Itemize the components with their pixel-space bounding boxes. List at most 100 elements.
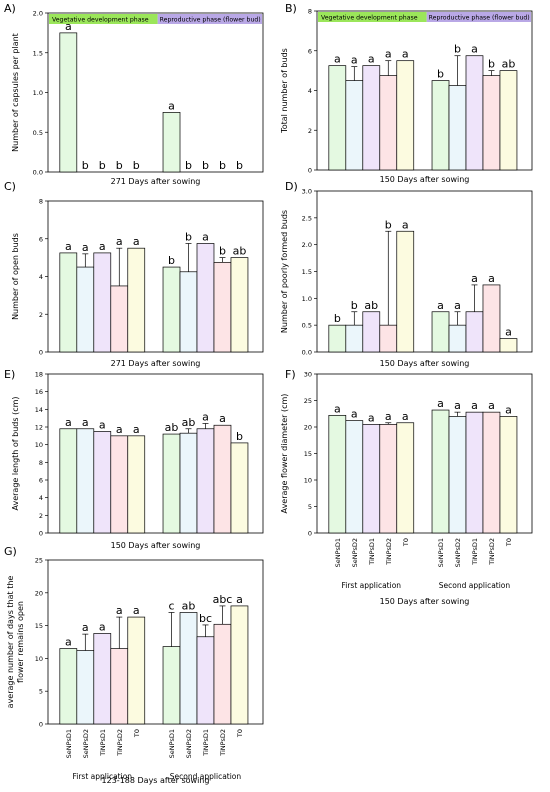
bar [482,75,501,171]
group-label: First application [73,772,133,781]
bar [59,252,78,353]
bar [362,65,381,171]
bar [328,324,347,353]
significance-letter: b [454,43,461,56]
bar [499,338,518,353]
x-axis-label: 150 Days after sowing [111,541,201,550]
y-tick-label: 8 [308,8,312,16]
treatment-tick-label: SeNPsD1 [437,538,445,567]
y-tick-label: 0.5 [33,129,43,137]
significance-letter: a [65,636,72,649]
panel-label: B) [285,2,297,15]
bar [448,85,467,171]
y-tick-label: 5 [308,503,312,511]
chart-panel-4: D) 0.0 0.5 1.0 1.5 2.0 2.5 3.0 Number of poorly … [280,180,533,368]
significance-letter: a [116,235,123,248]
treatment-tick-label: T0 [505,538,513,547]
bar [110,648,129,725]
bar [396,422,415,534]
significance-letter: b [236,430,243,443]
significance-letter: a [385,410,392,423]
panel-label: E) [4,368,15,381]
significance-letter: a [488,399,495,412]
treatment-tick-label: T0 [402,538,410,547]
treatment-tick-label: T0 [133,729,141,738]
treatment-tick-label: SeNPsD1 [65,729,73,758]
y-tick-label: 8 [39,198,43,206]
y-tick-label: 12 [35,424,43,432]
bar [213,261,232,353]
group-label: Second application [439,581,511,590]
plot-frame [47,559,264,725]
treatment-tick-label: SeNPsD1 [334,538,342,567]
chart-panel-5: E) 0 2 4 6 8 10 12 14 16 18 Average length of buds … [4,368,264,550]
y-axis-label: Number of open buds [11,233,20,320]
significance-letter: b [202,159,209,172]
bar [162,646,181,725]
panel-label: C) [4,180,16,193]
y-tick-label: 0.5 [302,322,312,330]
y-tick-label: 0.0 [33,169,43,177]
y-tick-label: 0 [39,721,43,729]
bar [162,433,181,534]
significance-letter: ab [165,421,179,434]
significance-letter: a [133,604,140,617]
bar [179,271,198,353]
y-tick-label: 3.0 [302,188,312,196]
bar [59,32,78,173]
bar [110,435,129,534]
bar [379,324,398,353]
significance-letter: a [385,48,392,61]
treatment-tick-label: TiNPsD1 [471,538,479,566]
significance-letter: b [219,245,226,258]
y-tick-label: 20 [304,424,312,432]
treatment-tick-label: SeNPsD2 [82,729,90,758]
y-tick-label: 6 [308,47,312,55]
significance-letter: b [351,299,358,312]
significance-letter: a [454,299,461,312]
bar [213,623,232,725]
y-tick-label: 18 [35,371,43,379]
bar [127,616,146,725]
significance-letter: a [471,272,478,285]
significance-letter: a [334,53,341,66]
y-tick-label: 2 [39,311,43,319]
bar [59,648,78,725]
significance-letter: b [168,254,175,267]
y-axis-label: average number of days that the [6,576,15,709]
significance-letter: a [168,99,175,112]
treatment-tick-label: TiNPsD2 [488,538,496,566]
significance-letter: a [99,240,106,253]
significance-letter: a [368,411,375,424]
significance-letter: a [505,326,512,339]
y-tick-label: 0 [39,530,43,538]
bar [379,424,398,534]
significance-letter: a [99,418,106,431]
bar [162,266,181,353]
panel-label: G) [4,545,17,558]
significance-letter: ab [182,599,196,612]
significance-letter: a [402,48,409,61]
x-axis-label: 150 Days after sowing [380,597,470,606]
significance-letter: a [437,397,444,410]
significance-letter: a [202,230,209,243]
significance-letter: a [99,620,106,633]
significance-letter: a [368,53,375,66]
y-tick-label: 10 [35,441,43,449]
bar [465,311,484,353]
bar [230,605,249,725]
y-tick-label: 15 [35,622,43,630]
significance-letter: a [65,416,72,429]
y-tick-label: 4 [308,87,312,95]
significance-letter: bc [199,612,212,625]
bar [345,80,364,171]
bar [328,414,347,534]
bar [110,285,129,353]
treatment-tick-label: TiNPsD1 [202,729,210,757]
bar [196,243,215,353]
bar [431,409,450,534]
significance-letter: a [471,399,478,412]
